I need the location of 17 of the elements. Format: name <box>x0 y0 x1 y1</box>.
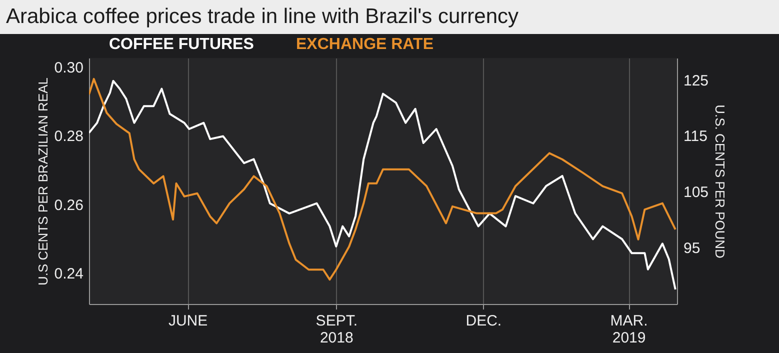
x-tick-label: DEC. <box>466 312 502 330</box>
y-tick-label: 0.24 <box>54 266 84 283</box>
y2-tick-label: 105 <box>684 184 709 202</box>
y2-tick-label: 125 <box>684 72 709 90</box>
y2-axis-title: U.S. CENTS PER POUND <box>712 104 728 258</box>
y-tick-label: 0.26 <box>54 196 84 214</box>
x-tick-label: JUNE <box>168 312 208 330</box>
x-tick-label: SEPT. 2018 <box>316 312 358 346</box>
chart-title: Arabica coffee prices trade in line with Brazil's currency <box>0 0 779 34</box>
y-tick-label: 0.28 <box>54 128 84 146</box>
y-tick-label: 0.30 <box>54 59 84 76</box>
text: EXCHANGE RATE <box>296 36 434 53</box>
series-label: COFFEE FUTURES <box>109 36 254 53</box>
y2-tick-label: 95 <box>684 240 700 258</box>
y2-tick-label: 115 <box>684 128 708 146</box>
x-tick-label: MAR. 2019 <box>610 312 648 346</box>
y-axis-title: U.S CENTS PER BRAZILIAN REAL <box>35 77 50 286</box>
